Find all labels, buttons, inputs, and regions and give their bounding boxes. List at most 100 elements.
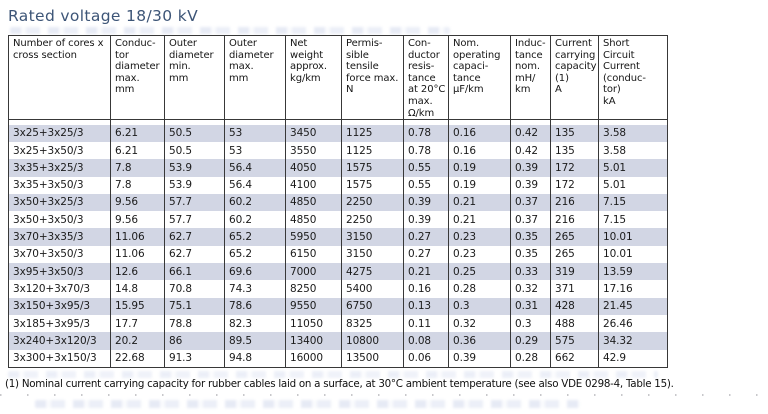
data-cell: 0.23 xyxy=(448,245,511,264)
data-cell: 13500 xyxy=(341,349,404,368)
data-cell: 135 xyxy=(550,141,599,160)
header-cell: Number of cores x cross section xyxy=(8,35,111,121)
data-cell: 22.68 xyxy=(110,349,165,368)
data-cell: 0.21 xyxy=(403,263,449,281)
data-cell: 78.8 xyxy=(164,314,225,333)
data-cell: 265 xyxy=(550,228,599,246)
data-cell: 69.6 xyxy=(224,263,286,281)
data-cell: 0.13 xyxy=(403,297,449,315)
data-cell: 3150 xyxy=(341,228,404,246)
data-cell: 66.1 xyxy=(164,263,225,281)
table-row: 3x150+3x95/3 15.95 75.1 78.6 9550 6750 0.13 0.3… xyxy=(8,297,668,315)
data-cell: 488 xyxy=(550,314,599,333)
data-cell: 86 xyxy=(164,332,225,350)
data-cell: 0.23 xyxy=(448,228,511,246)
data-cell: 172 xyxy=(550,176,599,194)
data-cell: 70.8 xyxy=(164,280,225,298)
data-cell: 5950 xyxy=(285,228,342,246)
data-cell: 0.37 xyxy=(510,211,551,229)
data-cell: 11.06 xyxy=(110,228,165,246)
data-cell: 17.16 xyxy=(598,280,668,298)
data-cell: 3x240+3x120/3 xyxy=(8,332,111,350)
data-cell: 1575 xyxy=(341,176,404,194)
data-cell: 0.06 xyxy=(403,349,449,368)
data-cell: 20.2 xyxy=(110,332,165,350)
data-cell: 3x70+3x50/3 xyxy=(8,245,111,264)
data-cell: 3.58 xyxy=(598,124,668,142)
data-cell: 0.39 xyxy=(403,211,449,229)
data-cell: 3x150+3x95/3 xyxy=(8,297,111,315)
data-cell: 57.7 xyxy=(164,193,225,212)
bleed-through-artifact xyxy=(8,371,658,378)
table-row: 3x50+3x25/3 9.56 57.7 60.2 4850 2250 0.39 0.21 0… xyxy=(8,193,668,212)
data-cell: 53.9 xyxy=(164,176,225,194)
data-cell: 3150 xyxy=(341,245,404,264)
data-cell: 0.78 xyxy=(403,141,449,160)
data-cell: 575 xyxy=(550,332,599,350)
spacer-row xyxy=(8,119,668,125)
data-cell: 65.2 xyxy=(224,228,286,246)
data-cell: 1125 xyxy=(341,141,404,160)
data-cell: 5400 xyxy=(341,280,404,298)
data-cell: 75.1 xyxy=(164,297,225,315)
data-cell: 172 xyxy=(550,159,599,177)
header-cell: Induc- tance nom. mH/ km xyxy=(510,35,551,121)
data-cell: 11050 xyxy=(285,314,342,333)
header-cell: Nom. operating capaci- tance µF/km xyxy=(448,35,511,121)
data-cell: 0.35 xyxy=(510,245,551,264)
data-cell: 3x35+3x50/3 xyxy=(8,176,111,194)
data-cell: 3x70+3x35/3 xyxy=(8,228,111,246)
table-body: 3x25+3x25/3 6.21 50.5 53 3450 1125 0.78 0.16 0.4… xyxy=(8,124,668,368)
data-cell: 0.36 xyxy=(448,332,511,350)
data-cell: 0.27 xyxy=(403,245,449,264)
data-cell: 9550 xyxy=(285,297,342,315)
data-cell: 9.56 xyxy=(110,211,165,229)
data-cell: 6.21 xyxy=(110,141,165,160)
table-row: 3x25+3x50/3 6.21 50.5 53 3550 1125 0.78 0.16 0.4… xyxy=(8,141,668,160)
data-cell: 60.2 xyxy=(224,211,286,229)
spacer-cell xyxy=(598,119,668,125)
data-cell: 0.19 xyxy=(448,159,511,177)
data-cell: 5.01 xyxy=(598,159,668,177)
data-cell: 265 xyxy=(550,245,599,264)
data-cell: 0.55 xyxy=(403,176,449,194)
bleed-through-artifact xyxy=(10,27,450,34)
data-cell: 16000 xyxy=(285,349,342,368)
data-cell: 4850 xyxy=(285,211,342,229)
table-row: 3x185+3x95/3 17.7 78.8 82.3 11050 8325 0.11 0.3… xyxy=(8,314,668,333)
data-cell: 428 xyxy=(550,297,599,315)
table-row: 3x35+3x50/3 7.8 53.9 56.4 4100 1575 0.55 0.19 0.… xyxy=(8,176,668,194)
data-cell: 17.7 xyxy=(110,314,165,333)
table-row: 3x70+3x35/3 11.06 62.7 65.2 5950 3150 0.27 0.23… xyxy=(8,228,668,246)
data-cell: 0.32 xyxy=(510,280,551,298)
table-row: 3x35+3x25/3 7.8 53.9 56.4 4050 1575 0.55 0.19 0.… xyxy=(8,159,668,177)
data-cell: 0.39 xyxy=(448,349,511,368)
data-cell: 56.4 xyxy=(224,159,286,177)
data-cell: 3x25+3x50/3 xyxy=(8,141,111,160)
data-cell: 3x95+3x50/3 xyxy=(8,263,111,281)
page-title: Rated voltage 18/30 kV xyxy=(8,7,199,25)
data-cell: 15.95 xyxy=(110,297,165,315)
data-cell: 3550 xyxy=(285,141,342,160)
header-cell: Con- ductor resis- tance at 20°C max. Ω/… xyxy=(403,35,449,121)
data-cell: 13400 xyxy=(285,332,342,350)
data-cell: 34.32 xyxy=(598,332,668,350)
data-cell: 7.8 xyxy=(110,176,165,194)
data-cell: 10800 xyxy=(341,332,404,350)
data-cell: 0.08 xyxy=(403,332,449,350)
data-cell: 26.46 xyxy=(598,314,668,333)
spacer-cell xyxy=(448,119,511,125)
data-cell: 0.11 xyxy=(403,314,449,333)
data-cell: 13.59 xyxy=(598,263,668,281)
data-cell: 4100 xyxy=(285,176,342,194)
data-cell: 0.31 xyxy=(510,297,551,315)
data-cell: 0.39 xyxy=(403,193,449,212)
data-cell: 0.25 xyxy=(448,263,511,281)
data-cell: 0.39 xyxy=(510,176,551,194)
data-cell: 0.27 xyxy=(403,228,449,246)
data-cell: 1125 xyxy=(341,124,404,142)
data-cell: 3x35+3x25/3 xyxy=(8,159,111,177)
data-cell: 3.58 xyxy=(598,141,668,160)
data-cell: 82.3 xyxy=(224,314,286,333)
